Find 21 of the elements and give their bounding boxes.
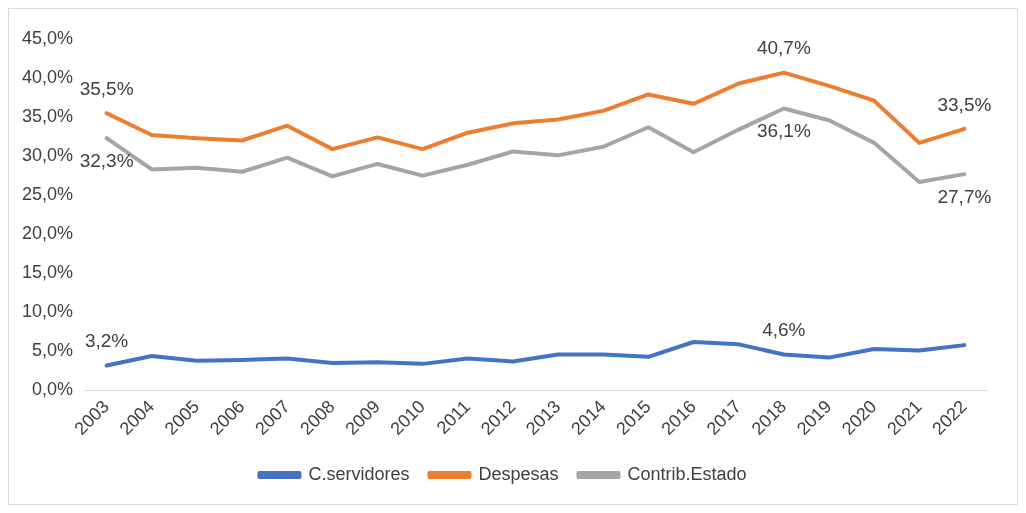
legend-label: C.servidores: [308, 463, 410, 484]
data-label: 35,5%: [79, 77, 134, 99]
legend-label: Contrib.Estado: [627, 463, 747, 484]
data-label: 4,6%: [762, 319, 806, 341]
data-label: 3,2%: [84, 330, 129, 352]
y-tick-label: 45,0%: [21, 27, 74, 48]
data-label: 40,7%: [756, 37, 811, 59]
data-label: 36,1%: [756, 120, 811, 142]
y-tick-label: 5,0%: [32, 340, 74, 361]
y-tick-label: 10,0%: [21, 301, 74, 322]
y-tick-label: 30,0%: [21, 145, 74, 166]
y-tick-label: 20,0%: [21, 223, 74, 244]
y-tick-label: 25,0%: [21, 184, 74, 205]
y-tick-label: 0,0%: [32, 379, 74, 400]
y-tick-label: 15,0%: [21, 262, 74, 283]
y-tick-label: 35,0%: [21, 106, 74, 127]
y-tick-label: 40,0%: [21, 67, 74, 88]
data-label: 27,7%: [937, 185, 992, 207]
data-label: 32,3%: [79, 149, 134, 171]
legend-label: Despesas: [478, 463, 559, 484]
data-label: 33,5%: [937, 93, 992, 115]
